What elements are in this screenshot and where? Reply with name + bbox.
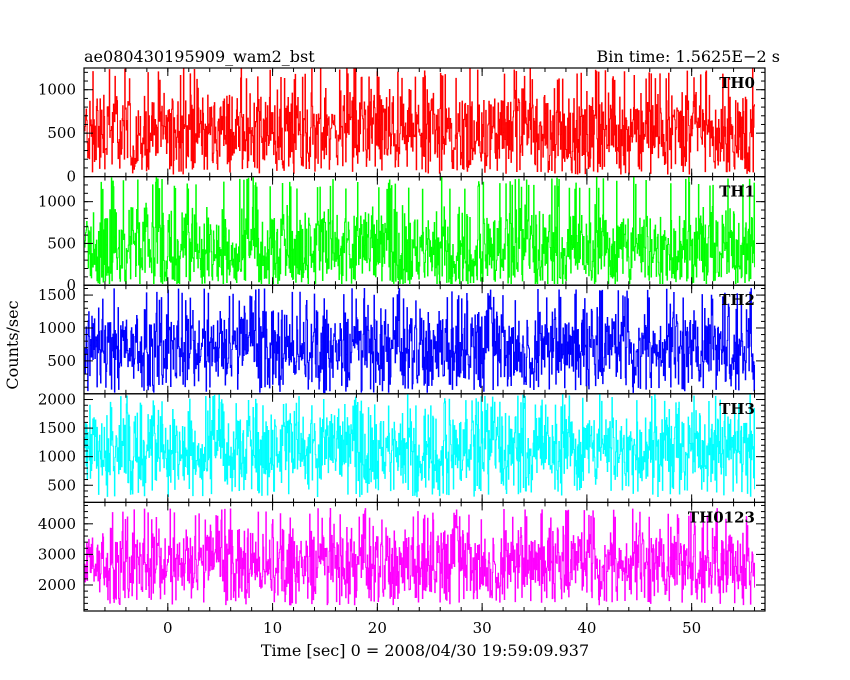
panel-th0123: 2000 3000 4000 TH0123 — [38, 501, 766, 612]
y-tick-label: 1000 — [38, 81, 76, 99]
panel-th1: 0 500 1000 TH1 — [38, 176, 766, 294]
y-tick-label: 500 — [47, 476, 76, 494]
panel-th2: 500 1000 1500 TH2 — [38, 284, 766, 395]
panel-label-th3: TH3 — [719, 400, 755, 418]
y-axis-label: Counts/sec — [3, 300, 22, 389]
y-tick-label: 1000 — [38, 193, 76, 211]
series-line-th2 — [84, 288, 756, 393]
y-tick-label: 500 — [47, 234, 76, 252]
series-line-th3 — [84, 393, 756, 498]
x-tick-label: 0 — [163, 619, 173, 637]
panel-th3: 500 1000 1500 2000 TH3 — [38, 391, 766, 503]
panel-frame — [83, 501, 766, 612]
x-tick-label: 10 — [263, 619, 282, 637]
panel-label-th0: TH0 — [719, 74, 755, 92]
x-tick-label: 30 — [473, 619, 492, 637]
bin-time-label: Bin time: 1.5625E−2 s — [597, 47, 780, 66]
y-tick-label: 3000 — [38, 545, 76, 563]
panel-label-th2: TH2 — [719, 291, 755, 309]
panel-label-th1: TH1 — [719, 183, 755, 201]
y-tick-label: 1000 — [38, 319, 76, 337]
panel-th0: 0 500 1000 TH0 — [38, 67, 766, 186]
x-tick-label: 20 — [368, 619, 387, 637]
y-tick-label: 1500 — [38, 419, 76, 437]
series-line-th1 — [84, 176, 756, 285]
x-axis-label: Time [sec] 0 = 2008/04/30 19:59:09.937 — [261, 641, 589, 660]
x-tick-label: 50 — [682, 619, 701, 637]
series-line-th0123 — [84, 508, 756, 606]
y-tick-label: 1000 — [38, 448, 76, 466]
x-tick-label: 40 — [577, 619, 596, 637]
y-tick-label: 1500 — [38, 286, 76, 304]
y-tick-label: 2000 — [38, 576, 76, 594]
y-tick-label: 4000 — [38, 515, 76, 533]
y-tick-label: 0 — [66, 276, 76, 294]
chart-title: ae080430195909_wam2_bst — [84, 47, 315, 66]
y-tick-label: 500 — [47, 352, 76, 370]
series-line-th0 — [84, 67, 756, 175]
y-tick-label: 0 — [66, 168, 76, 186]
y-tick-label: 2000 — [38, 391, 76, 409]
panel-label-th0123: TH0123 — [688, 508, 755, 526]
y-tick-label: 500 — [47, 124, 76, 142]
